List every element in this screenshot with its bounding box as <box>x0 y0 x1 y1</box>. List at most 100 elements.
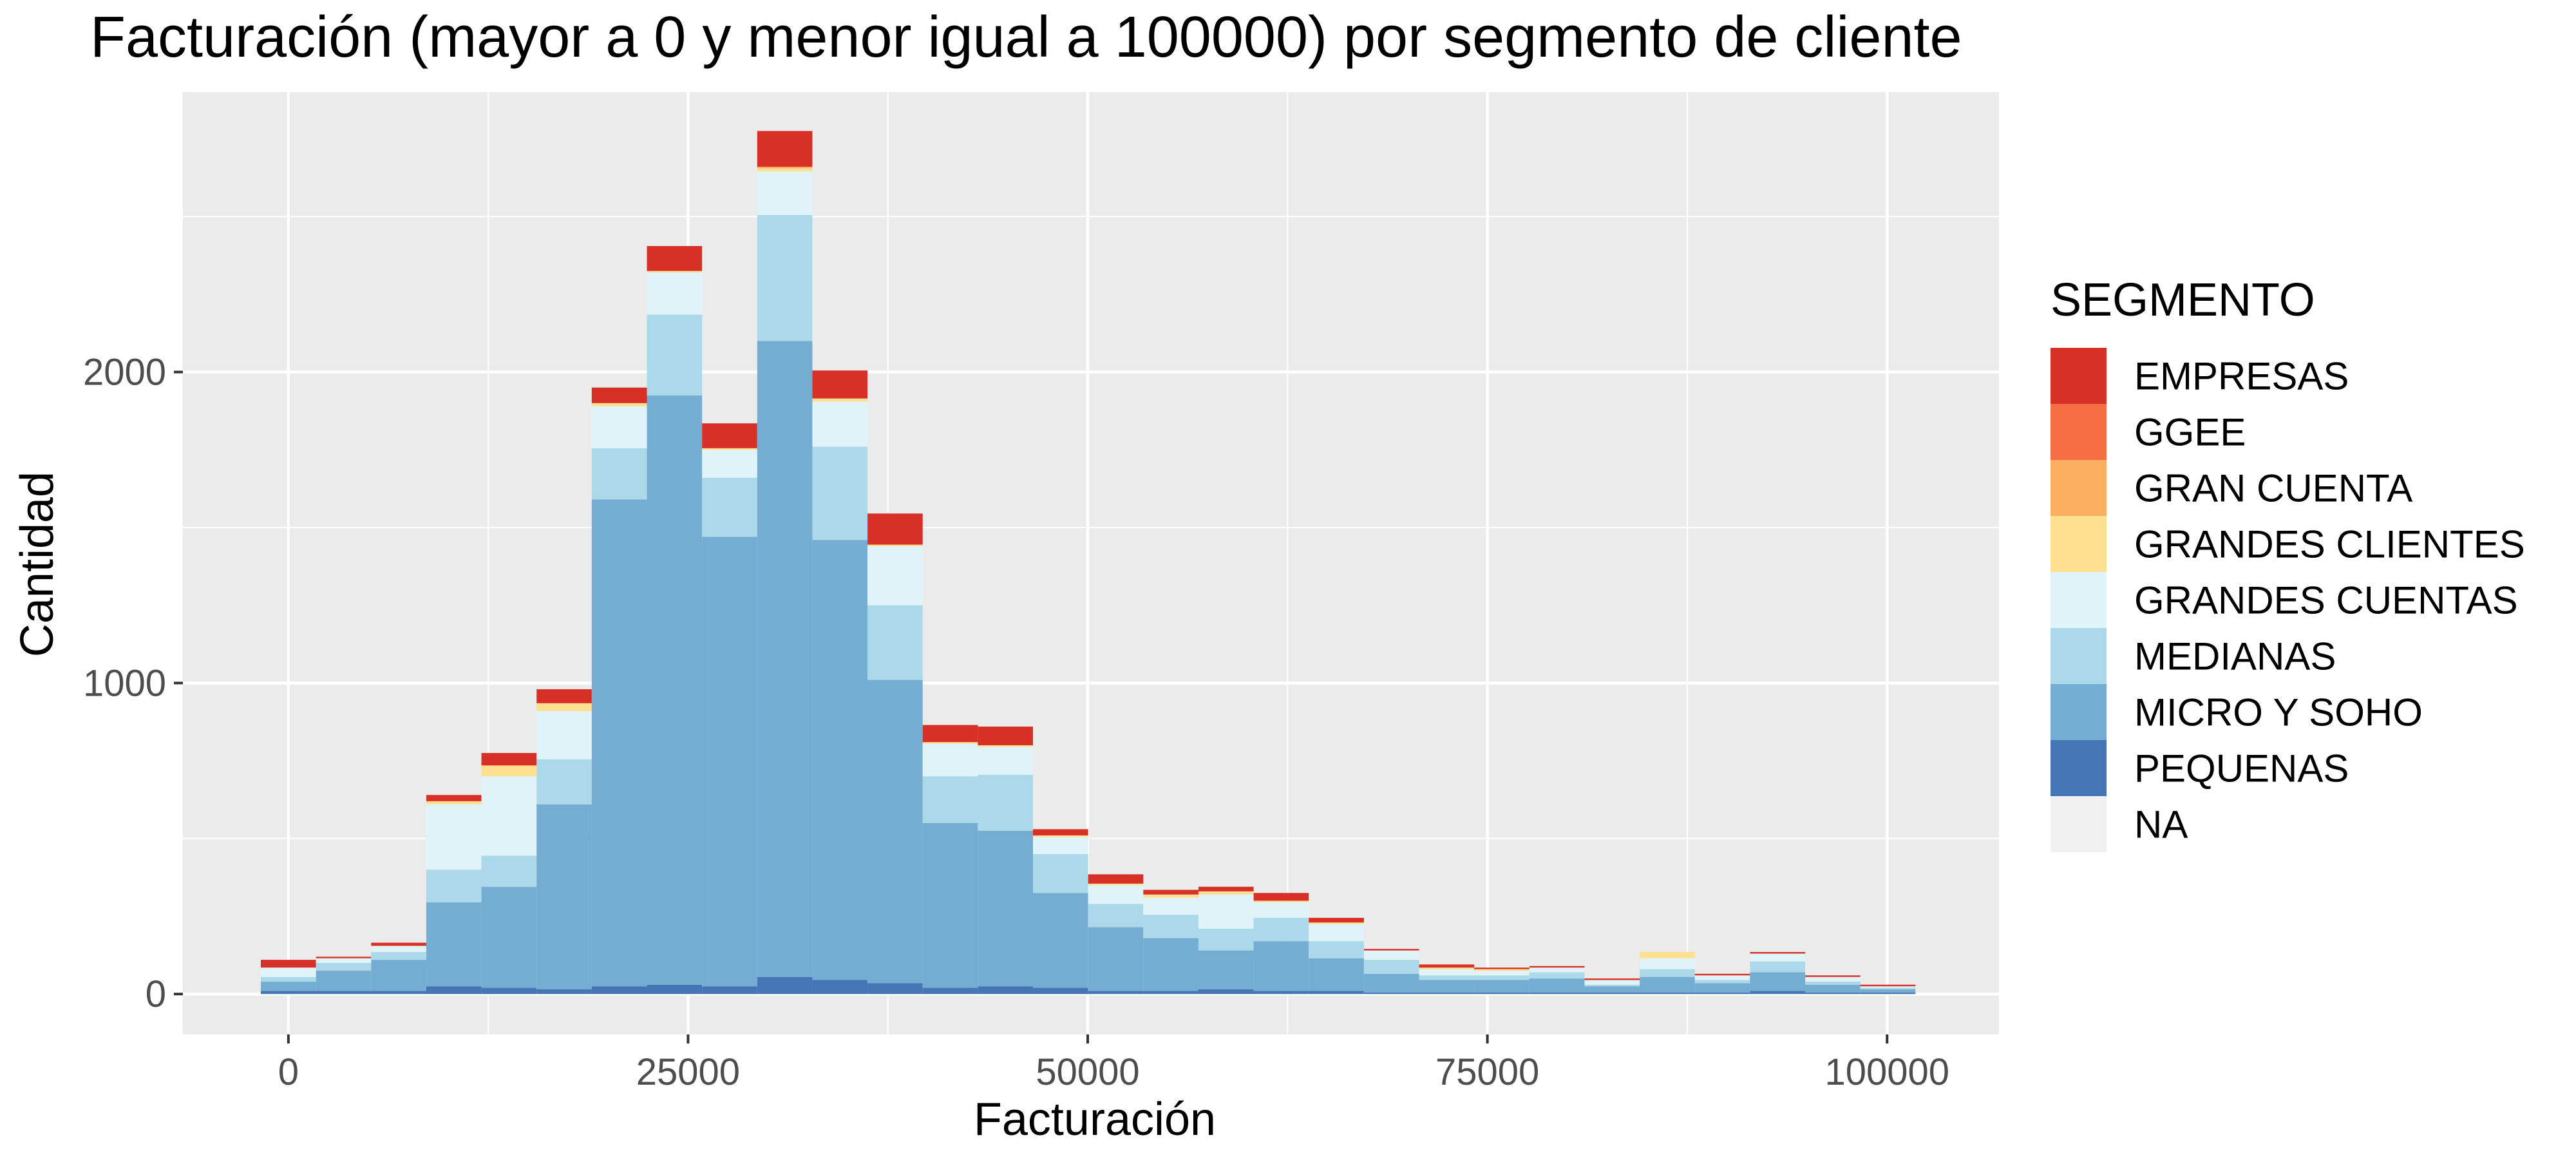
bar-segment <box>1584 992 1640 995</box>
legend-label: EMPRESAS <box>2134 355 2349 398</box>
bar-segment <box>1640 976 1695 993</box>
bar-segment <box>1474 971 1530 976</box>
y-tick-label: 1000 <box>83 662 166 704</box>
bar-segment <box>591 448 647 500</box>
bar-segment <box>426 870 482 902</box>
bar-segment <box>922 823 978 988</box>
bar-segment <box>757 166 813 169</box>
plot-area: 0 25000 50000 75000 100000 0 1000 2000 <box>83 92 1999 1093</box>
bar-segment <box>647 314 703 395</box>
bar-segment <box>1363 973 1419 993</box>
bar-segment <box>757 976 813 995</box>
bar-segment <box>371 942 426 946</box>
bar-segment <box>1860 986 1916 988</box>
legend-key <box>2050 796 2107 852</box>
bar-segment <box>591 403 647 406</box>
bar-segment <box>1143 991 1198 995</box>
bar-segment <box>867 983 923 995</box>
bar-segment <box>261 991 316 995</box>
legend-title: SEGMENTO <box>2050 274 2315 326</box>
bar-segment <box>536 703 592 711</box>
bar-segment <box>1805 984 1861 993</box>
legend-label: PEQUENAS <box>2134 747 2349 790</box>
bar-segment <box>1805 992 1861 995</box>
legend-label: MEDIANAS <box>2134 635 2336 678</box>
bar-segment <box>647 395 703 985</box>
bar-segment <box>812 401 868 447</box>
bar-segment <box>1860 992 1916 995</box>
bar-segment <box>1529 966 1585 968</box>
chart-title: Facturación (mayor a 0 y menor igual a 1… <box>90 5 1962 70</box>
bar-segment <box>1805 975 1861 977</box>
bar-segment <box>426 801 482 805</box>
bar-segment <box>426 902 482 987</box>
x-tick-label: 75000 <box>1435 1051 1539 1093</box>
bar-segment <box>536 759 592 805</box>
bar-segment <box>481 753 537 766</box>
bar-segment <box>867 544 923 546</box>
bar-segment <box>757 341 813 977</box>
bar-segment <box>371 946 426 953</box>
bar-segment <box>1584 978 1640 980</box>
bar-segment <box>1640 952 1695 958</box>
bar-segment <box>812 398 868 402</box>
bar-segment <box>371 960 426 991</box>
bar-segment <box>1750 972 1806 991</box>
bar-segment <box>757 168 813 172</box>
bar-segment <box>426 795 482 801</box>
bar-segment <box>1805 981 1861 985</box>
bar-segment <box>1198 989 1254 995</box>
bar-segment <box>647 246 703 271</box>
bar-segment <box>1253 991 1309 995</box>
bar-segment <box>1363 992 1419 995</box>
bar-segment <box>1694 975 1750 980</box>
bar-segment <box>1750 961 1806 973</box>
bar-segment <box>922 776 978 823</box>
x-axis-label: Facturación <box>974 1094 1216 1145</box>
bar-segment <box>1860 987 1916 989</box>
bar-segment <box>647 272 703 315</box>
bar-segment <box>1419 980 1475 993</box>
bar-segment <box>978 747 1034 775</box>
bar-segment <box>867 513 923 545</box>
legend-label: MICRO Y SOHO <box>2134 691 2423 734</box>
bar-segment <box>1198 894 1254 929</box>
bar-segment <box>316 958 372 963</box>
bar-segment <box>1143 915 1198 938</box>
bar-segment <box>261 960 316 968</box>
bar-segment <box>1529 972 1585 979</box>
bar-segment <box>426 986 482 995</box>
bar-segment <box>1474 969 1530 971</box>
bar-segment <box>1419 967 1475 969</box>
bar-segment <box>757 171 813 215</box>
legend-key <box>2050 628 2107 684</box>
bar-segment <box>1253 893 1309 901</box>
legend-label: GRAN CUENTA <box>2134 467 2412 510</box>
bar-segment <box>1033 893 1088 988</box>
bar-segment <box>1419 969 1475 976</box>
bar-segment <box>1143 938 1198 991</box>
bar-segment <box>481 776 537 856</box>
bar-segment <box>1033 987 1088 995</box>
bar-segment <box>1309 991 1364 995</box>
bar-segment <box>1309 924 1364 942</box>
bar-segment <box>922 725 978 743</box>
bar-segment <box>702 448 757 450</box>
bar-segment <box>536 710 592 759</box>
bar-segment <box>1143 890 1198 895</box>
bar-segment <box>1419 975 1475 980</box>
bar-segment <box>1033 853 1088 893</box>
x-tick-label: 100000 <box>1824 1051 1949 1093</box>
bar-segment <box>1584 986 1640 993</box>
bar-segment <box>1198 886 1254 891</box>
bar-segment <box>591 986 647 995</box>
bar-segment <box>481 765 537 777</box>
bar-segment <box>481 987 537 995</box>
bar-segment <box>812 370 868 399</box>
legend-label: GRANDES CLIENTES <box>2134 523 2525 566</box>
bar-segment <box>371 991 426 995</box>
bar-segment <box>978 774 1034 831</box>
bar-segment <box>1253 900 1309 902</box>
bar-segment <box>1750 952 1806 954</box>
